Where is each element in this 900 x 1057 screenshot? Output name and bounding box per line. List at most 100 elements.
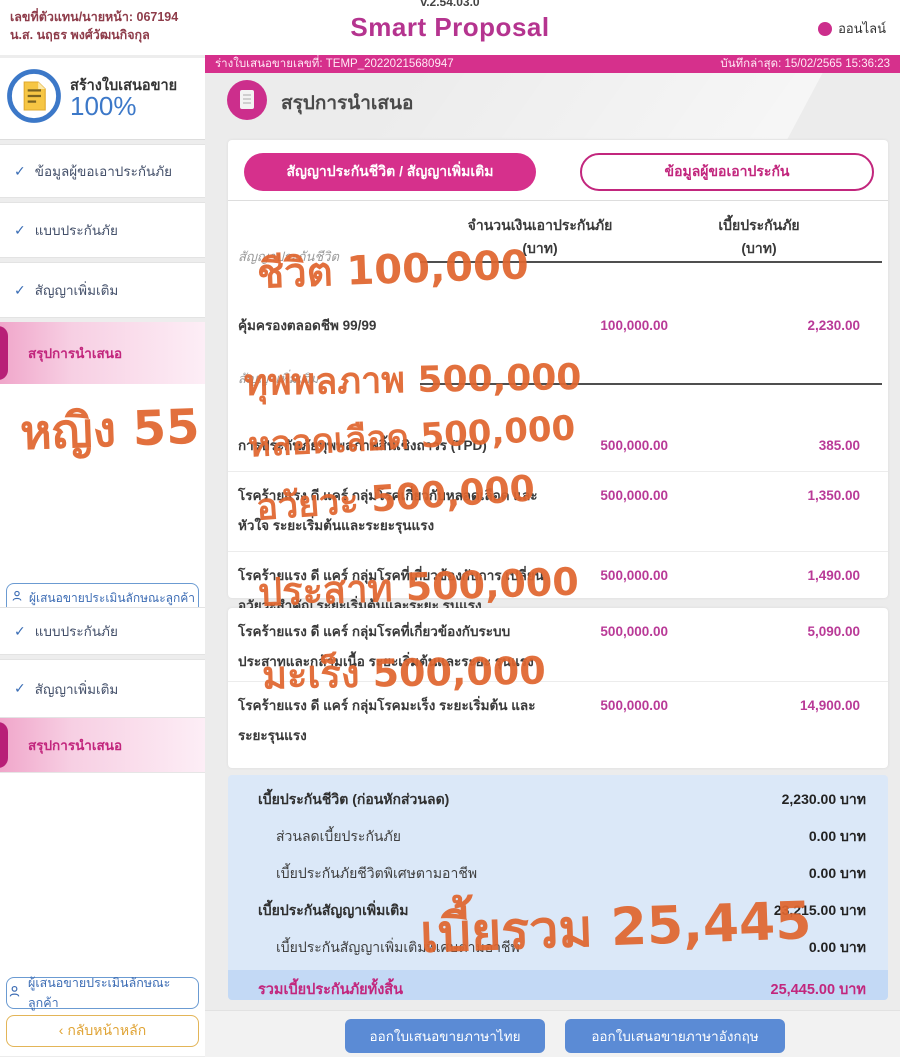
coverage-name: คุ้มครองตลอดชีพ 99/99 — [238, 318, 377, 333]
last-saved: บันทึกล่าสุด: 15/02/2565 15:36:23 — [720, 58, 890, 70]
page-title: สรุปการนำเสนอ — [281, 92, 414, 114]
export-english-button[interactable]: ออกใบเสนอขายภาษาอังกฤษ — [565, 1019, 785, 1053]
table-header: จำนวนเงินเอาประกันภัย (บาท) เบี้ยประกันภ… — [228, 201, 888, 260]
sidebar-item-plan-2[interactable]: ✓ แบบประกันภัย — [0, 607, 205, 655]
total-value: 25,445.00 บาท — [770, 981, 866, 998]
sum-assured-value: 500,000.00 — [600, 568, 668, 583]
premium-value: 5,090.00 — [807, 624, 860, 639]
tab-insured-info[interactable]: ข้อมูลผู้ขอเอาประกัน — [580, 153, 874, 191]
back-home-button[interactable]: ‹ กลับหน้าหลัก — [6, 1015, 199, 1047]
column-premium: เบี้ยประกันภัย (บาท) — [718, 217, 800, 256]
main-content: สรุปการนำเสนอ สัญญาประกันชีวิต / สัญญาเพ… — [205, 73, 900, 1057]
agent-name: น.ส. นฤธร พงศ์วัฒนกิจกุล — [10, 28, 150, 42]
sidebar-item-summary-active-2[interactable]: สรุปการนำเสนอ — [0, 718, 205, 772]
table-row-rider: โรคร้ายแรง ดี แคร์ กลุ่มโรคที่เกี่ยวข้อง… — [228, 551, 888, 621]
total-label: รวมเบี้ยประกันภัยทั้งสิ้น — [258, 981, 404, 998]
check-icon: ✓ — [14, 281, 26, 298]
sidebar-item-label: แบบประกันภัย — [34, 223, 118, 238]
summary-row: ส่วนลดเบี้ยประกันภัย 0.00 บาท — [276, 827, 866, 844]
sidebar-item-summary-active[interactable]: สรุปการนำเสนอ — [0, 322, 205, 384]
table-row-life: คุ้มครองตลอดชีพ 99/99 100,000.00 2,230.0… — [228, 267, 888, 341]
sidebar: สร้างใบเสนอขาย 100% ✓ ข้อมูลผู้ขอเอาประก… — [0, 55, 205, 1056]
agent-info: เลขที่ตัวแทน/นายหน้า: 067194 น.ส. นฤธร พ… — [10, 8, 178, 44]
check-icon: ✓ — [14, 680, 26, 696]
document-progress-icon — [6, 68, 62, 129]
sum-assured-value: 500,000.00 — [600, 438, 668, 453]
coverage-name: การประกันภัยทุพพลภาพสิ้นเชิงถาวร (TPD) — [238, 438, 487, 453]
progress-title: สร้างใบเสนอขาย — [70, 78, 178, 94]
handwritten-gender-age: หญิง 55 — [19, 398, 201, 462]
sidebar-item-plan[interactable]: ✓ แบบประกันภัย — [0, 202, 205, 258]
sum-assured-value: 100,000.00 — [600, 318, 668, 333]
sidebar-item-rider-2[interactable]: ✓ สัญญาเพิ่มเติม — [0, 659, 205, 718]
online-status: ออนไลน์ — [818, 18, 886, 39]
table-row-rider: โรคร้ายแรง ดี แคร์ กลุ่มโรคมะเร็ง ระยะเร… — [228, 681, 888, 751]
premium-value: 1,350.00 — [807, 488, 860, 503]
section-label: สัญญาประกันชีวิต — [238, 249, 339, 264]
premium-summary: เบี้ยประกันชีวิต (ก่อนหักส่วนลด) 2,230.0… — [228, 775, 888, 1000]
summary-row: เบี้ยประกันสัญญาเพิ่มเติมพิเศษตามอาชีพ 0… — [276, 938, 866, 955]
coverage-name: โรคร้ายแรง ดี แคร์ กลุ่มโรคมะเร็ง ระยะเร… — [238, 698, 536, 743]
page-title-row: สรุปการนำเสนอ — [227, 80, 413, 125]
sum-assured-value: 500,000.00 — [600, 698, 668, 713]
table-row-rider: โรคร้ายแรง ดี แคร์ กลุ่มโรคที่เกี่ยวข้อง… — [228, 608, 888, 681]
sidebar-item-rider[interactable]: ✓ สัญญาเพิ่มเติม — [0, 262, 205, 318]
app-title: Smart Proposal — [350, 12, 550, 42]
sum-assured-value: 500,000.00 — [600, 624, 668, 639]
sum-assured-value: 500,000.00 — [600, 488, 668, 503]
assess-customer-button-clipped[interactable]: ผู้เสนอขายประเมินลักษณะลูกค้า — [6, 583, 199, 607]
export-thai-button[interactable]: ออกใบเสนอขายภาษาไทย — [345, 1019, 545, 1053]
app-version: v.2.54.03.0 — [420, 0, 480, 9]
sidebar-item-label: แบบประกันภัย — [34, 624, 118, 639]
sidebar-item-label: สรุปการนำเสนอ — [28, 738, 123, 753]
contracts-card-2: โรคร้ายแรง ดี แคร์ กลุ่มโรคที่เกี่ยวข้อง… — [228, 608, 888, 768]
sidebar-spacer — [0, 384, 205, 607]
premium-value: 385.00 — [818, 438, 860, 453]
check-icon: ✓ — [14, 622, 26, 639]
handwritten-total-premium: เบี้ยรวม 25,445 — [419, 891, 813, 965]
progress-percent: 100% — [70, 91, 137, 121]
draft-info-bar: ร่างใบเสนอขายเลขที่: TEMP_20220215680947… — [205, 55, 900, 73]
summary-row: เบี้ยประกันสัญญาเพิ่มเติม 23,215.00 บาท — [258, 901, 866, 918]
sidebar-item-label: สัญญาเพิ่มเติม — [34, 283, 119, 298]
person-icon — [10, 589, 24, 606]
draft-number: ร่างใบเสนอขายเลขที่: TEMP_20220215680947 — [215, 58, 454, 70]
premium-value: 14,900.00 — [799, 698, 860, 713]
footer-bar: ออกใบเสนอขายภาษาไทย ออกใบเสนอขายภาษาอังก… — [205, 1010, 900, 1057]
summary-row: เบี้ยประกันภัยชีวิตพิเศษตามอาชีพ 0.00 บา… — [276, 864, 866, 881]
premium-value: 2,230.00 — [807, 318, 860, 333]
summary-tabs: สัญญาประกันชีวิต / สัญญาเพิ่มเติม ข้อมูล… — [228, 140, 888, 191]
top-header: เลขที่ตัวแทน/นายหน้า: 067194 น.ส. นฤธร พ… — [0, 0, 900, 55]
agent-id: เลขที่ตัวแทน/นายหน้า: 067194 — [10, 10, 179, 24]
contracts-card: สัญญาประกันชีวิต / สัญญาเพิ่มเติม ข้อมูล… — [228, 140, 888, 613]
sidebar-item-label: ข้อมูลผู้ขอเอาประกันภัย — [34, 164, 173, 179]
sidebar-bottom-panel — [0, 772, 205, 1056]
assess-button-label: ผู้เสนอขายประเมินลักษณะลูกค้า — [28, 976, 171, 1010]
handwritten-life-amount: ชีวิต 100,000 — [256, 242, 530, 298]
progress-card: สร้างใบเสนอขาย 100% — [0, 58, 205, 140]
summary-document-icon — [227, 80, 267, 125]
table-row-rider: การประกันภัยทุพพลภาพสิ้นเชิงถาวร (TPD) 5… — [228, 389, 888, 471]
section-underline — [420, 261, 882, 263]
column-sum-assured: จำนวนเงินเอาประกันภัย (บาท) — [467, 217, 613, 256]
sidebar-item-label: สรุปการนำเสนอ — [28, 346, 123, 361]
online-dot-icon — [818, 21, 833, 36]
handwritten-cancer-amount: มะเร็ง 500,000 — [261, 648, 547, 698]
progress-text: สร้างใบเสนอขาย 100% — [70, 76, 177, 121]
summary-row: เบี้ยประกันชีวิต (ก่อนหักส่วนลด) 2,230.0… — [258, 790, 866, 807]
back-button-label: ‹ กลับหน้าหลัก — [58, 1022, 147, 1038]
online-label: ออนไลน์ — [838, 21, 886, 36]
assess-customer-button[interactable]: ผู้เสนอขายประเมินลักษณะลูกค้า — [6, 976, 199, 1010]
sidebar-item-label: สัญญาเพิ่มเติม — [34, 681, 119, 697]
tab-contracts[interactable]: สัญญาประกันชีวิต / สัญญาเพิ่มเติม — [244, 153, 536, 191]
check-icon: ✓ — [14, 162, 26, 179]
sidebar-item-insured-info[interactable]: ✓ ข้อมูลผู้ขอเอาประกันภัย — [0, 144, 205, 198]
section-life: สัญญาประกันชีวิต — [228, 246, 888, 267]
coverage-name: โรคร้ายแรง ดี แคร์ กลุ่มโรคเกี่ยวกับหลอด… — [238, 488, 538, 533]
check-icon: ✓ — [14, 221, 26, 238]
section-rider: สัญญาเพิ่มเติม — [228, 368, 888, 389]
assess-button-label: ผู้เสนอขายประเมินลักษณะลูกค้า — [28, 591, 196, 605]
person-icon — [7, 984, 22, 1002]
divider — [228, 200, 888, 201]
